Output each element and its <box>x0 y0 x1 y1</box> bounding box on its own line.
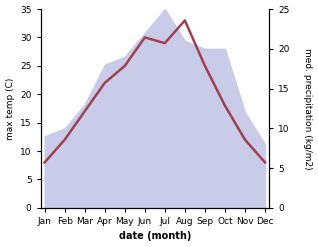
Y-axis label: max temp (C): max temp (C) <box>5 77 15 140</box>
X-axis label: date (month): date (month) <box>119 231 191 242</box>
Y-axis label: med. precipitation (kg/m2): med. precipitation (kg/m2) <box>303 48 313 169</box>
